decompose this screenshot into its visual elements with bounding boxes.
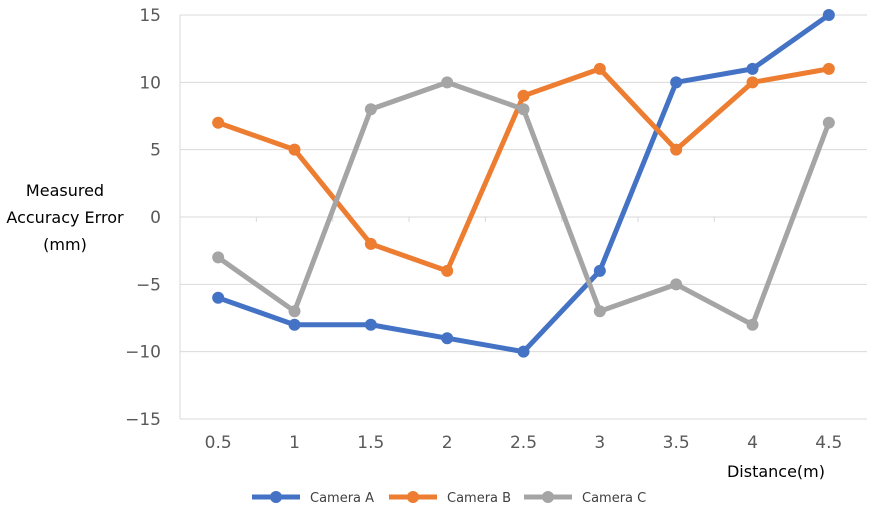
legend-item: Camera B	[389, 491, 511, 506]
x-axis-tick-labels: 0.5 1 1.5 2 2.5 3 3.5 4 4.5	[205, 433, 843, 453]
data-point	[441, 332, 454, 345]
data-point	[441, 76, 454, 89]
data-point	[517, 103, 530, 116]
legend-item: Camera A	[252, 491, 374, 506]
legend-item: Camera C	[524, 491, 646, 506]
legend-label: Camera C	[582, 491, 646, 506]
data-point	[364, 103, 377, 116]
x-axis-title: Distance(m)	[727, 462, 825, 481]
x-tick-label: 1	[289, 433, 300, 453]
legend-marker	[270, 491, 282, 503]
series-line	[215, 12, 832, 355]
data-point	[746, 318, 759, 331]
y-axis-title: Measured Accuracy Error (mm)	[6, 181, 124, 254]
x-tick-label: 1.5	[357, 433, 384, 453]
x-tick-label: 0.5	[205, 433, 232, 453]
x-tick-label: 2.5	[510, 433, 537, 453]
data-point	[288, 143, 301, 156]
data-point	[670, 143, 683, 156]
series-3	[212, 76, 835, 331]
x-tick-label: 3.5	[663, 433, 690, 453]
x-tick-label: 2	[442, 433, 453, 453]
data-point	[822, 116, 835, 129]
legend-label: Camera A	[310, 491, 374, 506]
y-tick-label: 10	[139, 73, 161, 93]
legend-label: Camera B	[447, 491, 511, 506]
y-axis-title-line: Accuracy Error	[6, 208, 124, 227]
data-point	[593, 264, 606, 277]
data-point	[212, 251, 225, 264]
series-group	[212, 9, 835, 358]
data-point	[212, 291, 225, 304]
y-axis-tick-labels: −15 −10 −5 0 5 10 15	[125, 6, 161, 430]
x-tick-label: 3	[594, 433, 605, 453]
x-tick-label: 4	[747, 433, 758, 453]
data-point	[441, 264, 454, 277]
data-point	[822, 9, 835, 21]
data-point	[593, 62, 606, 75]
data-point	[517, 89, 530, 102]
data-point	[746, 76, 759, 89]
data-point	[212, 116, 225, 129]
legend-marker	[542, 491, 554, 503]
legend-marker	[407, 491, 419, 503]
data-point	[288, 318, 301, 331]
y-tick-label: −5	[136, 275, 161, 295]
data-point	[670, 76, 683, 89]
data-point	[822, 62, 835, 75]
y-axis-title-line: Measured	[26, 181, 104, 200]
y-tick-label: 0	[150, 208, 161, 228]
series-1	[212, 9, 835, 358]
data-point	[517, 345, 530, 358]
y-tick-label: −10	[125, 343, 161, 363]
legend: Camera A Camera B Camera C	[252, 491, 646, 506]
data-point	[746, 62, 759, 75]
series-2	[212, 62, 835, 277]
x-tick-label: 4.5	[815, 433, 842, 453]
data-point	[364, 237, 377, 250]
y-tick-label: −15	[125, 410, 161, 430]
y-axis-title-line: (mm)	[43, 235, 87, 254]
gridlines	[179, 14, 867, 420]
data-point	[593, 305, 606, 318]
data-point	[364, 318, 377, 331]
series-line	[215, 79, 832, 328]
y-tick-label: 15	[139, 6, 161, 26]
y-tick-label: 5	[150, 141, 161, 161]
data-point	[288, 305, 301, 318]
data-point	[670, 278, 683, 291]
